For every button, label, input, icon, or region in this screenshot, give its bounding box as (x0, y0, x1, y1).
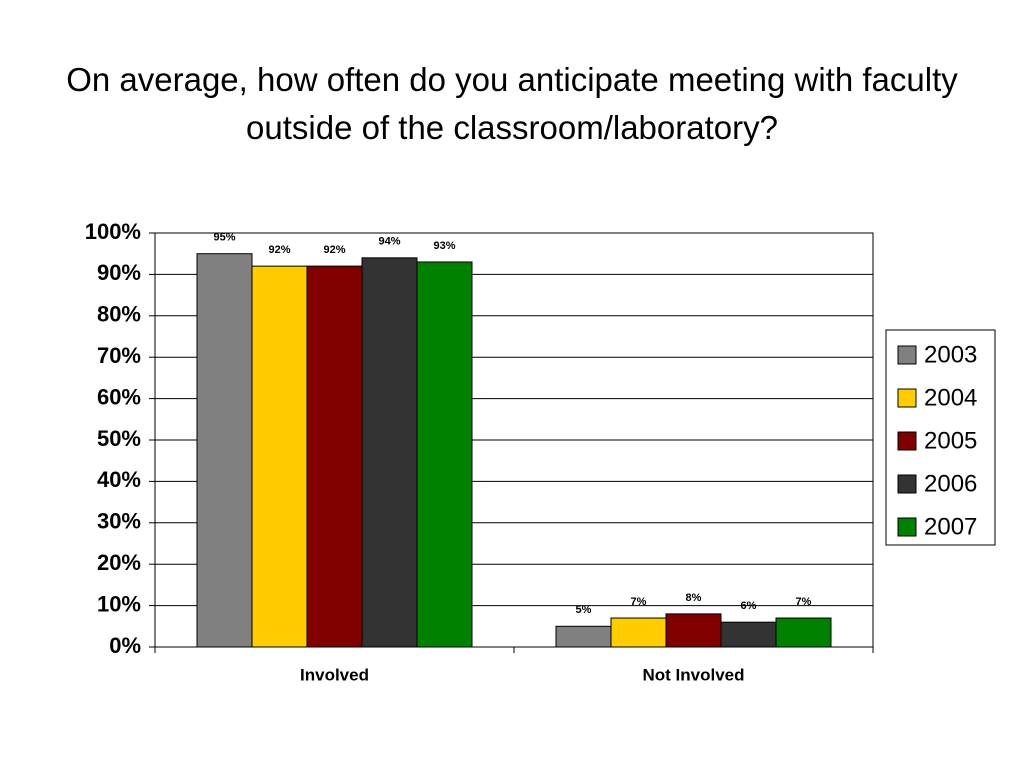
bar (361, 257, 418, 648)
y-tick-label: 30% (97, 509, 141, 534)
legend-swatch (897, 517, 917, 537)
data-label: 5% (576, 604, 592, 616)
data-label: 93% (433, 240, 455, 252)
legend-box (885, 329, 996, 546)
bar (665, 613, 722, 648)
x-tick-label: Involved (300, 665, 369, 684)
x-tick-label: Not Involved (642, 665, 744, 684)
data-label: 7% (631, 596, 647, 608)
bar (555, 625, 612, 648)
y-tick-label: 100% (85, 219, 141, 244)
legend-label: 2004 (924, 384, 977, 411)
bar (196, 253, 253, 648)
legend-swatch (897, 388, 917, 408)
data-label: 94% (378, 236, 400, 248)
bar (306, 265, 363, 648)
y-tick-label: 20% (97, 550, 141, 575)
data-label: 6% (741, 600, 757, 612)
bar (775, 617, 832, 648)
chart-title: On average, how often do you anticipate … (66, 61, 958, 146)
legend-label: 2006 (924, 470, 977, 497)
y-tick-label: 0% (109, 633, 141, 658)
legend-swatch (897, 474, 917, 494)
legend-label: 2003 (924, 341, 977, 368)
y-tick-label: 60% (97, 384, 141, 409)
legend-swatch (897, 431, 917, 451)
y-tick-label: 10% (97, 591, 141, 616)
bar (720, 621, 777, 648)
y-tick-label: 40% (97, 467, 141, 492)
bar (610, 617, 667, 648)
y-tick-label: 90% (97, 260, 141, 285)
data-label: 92% (268, 244, 290, 256)
data-label: 92% (323, 244, 345, 256)
legend-swatch (897, 345, 917, 365)
data-label: 95% (213, 232, 235, 244)
legend-label: 2005 (924, 427, 977, 454)
y-tick-label: 70% (97, 343, 141, 368)
data-label: 7% (796, 596, 812, 608)
y-tick-label: 80% (97, 302, 141, 327)
data-label: 8% (686, 592, 702, 604)
bar (251, 265, 308, 648)
bar (416, 261, 473, 648)
y-tick-label: 50% (97, 426, 141, 451)
legend-label: 2007 (924, 513, 977, 540)
